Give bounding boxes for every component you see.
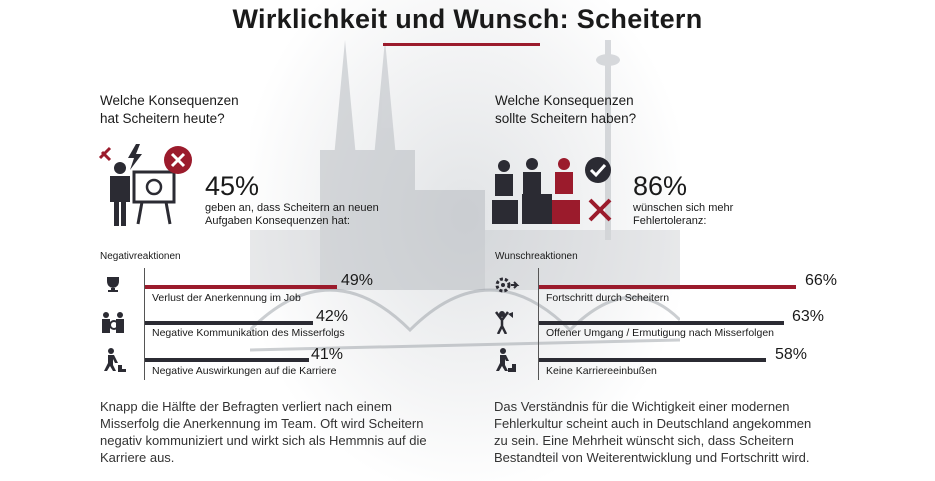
left-label-3: Negative Auswirkungen auf die Karriere <box>152 365 337 377</box>
right-label-1: Fortschritt durch Scheitern <box>546 292 670 304</box>
left-subtext-line2: Aufgaben Konsequenzen hat: <box>205 215 350 227</box>
right-question-line2: sollte Scheitern haben? <box>495 111 637 126</box>
megaphone-person-icon <box>494 310 516 339</box>
left-percent-2: 42% <box>316 308 349 325</box>
left-question-line1: Welche Konsequenzen <box>100 93 239 108</box>
trophy-icon <box>104 275 122 298</box>
right-section-label: Wunschreaktionen <box>495 251 578 262</box>
page-title: Wirklichkeit und Wunsch: Scheitern <box>232 4 703 34</box>
left-subtext: geben an, dass Scheitern an neuen Aufgab… <box>205 202 379 228</box>
left-label-2: Negative Kommunikation des Misserfolgs <box>152 327 345 339</box>
right-percent-1: 66% <box>805 272 838 289</box>
meeting-success-icon <box>492 150 622 235</box>
right-bar-2 <box>539 321 784 325</box>
cathedral-illustration <box>250 40 680 352</box>
right-bar-3 <box>539 358 766 362</box>
left-percent-1: 49% <box>341 272 374 289</box>
right-label-3: Keine Karriereeinbußen <box>546 365 657 377</box>
left-bar-2 <box>145 321 313 325</box>
left-subtext-line1: geben an, dass Scheitern an neuen <box>205 202 379 214</box>
right-axis-line <box>538 268 539 380</box>
left-section-label: Negativreaktionen <box>100 251 181 262</box>
right-percent-3: 58% <box>775 346 808 363</box>
presenter-failure-icon <box>98 140 198 235</box>
right-paragraph: Das Verständnis für die Wichtigkeit eine… <box>494 399 812 465</box>
right-subtext: wünschen sich mehr Fehlertoleranz: <box>633 202 733 228</box>
left-paragraph: Knapp die Hälfte der Befragten verliert … <box>100 399 427 465</box>
left-percent-3: 41% <box>311 346 344 363</box>
left-bar-3 <box>145 358 309 362</box>
right-question: Welche Konsequenzen sollte Scheitern hab… <box>495 92 636 128</box>
left-question-line2: hat Scheitern heute? <box>100 111 225 126</box>
right-subtext-line1: wünschen sich mehr <box>633 202 734 214</box>
gear-arrow-icon <box>494 275 520 300</box>
left-question: Welche Konsequenzen hat Scheitern heute? <box>100 92 239 128</box>
stairs-down-icon <box>102 347 128 378</box>
left-axis-line <box>144 268 145 380</box>
right-label-2: Offener Umgang / Ermutigung nach Misserf… <box>546 327 775 339</box>
background-cityscape <box>250 0 680 481</box>
right-question-line1: Welche Konsequenzen <box>495 93 634 108</box>
right-percent-2: 63% <box>792 308 825 325</box>
stairs-up-icon <box>494 347 520 378</box>
right-bar-1 <box>539 285 796 289</box>
title-underline <box>383 43 540 46</box>
left-big-percent: 45% <box>205 171 260 201</box>
left-bar-1 <box>145 285 337 289</box>
left-label-1: Verlust der Anerkennung im Job <box>152 292 301 304</box>
people-icon <box>100 311 128 338</box>
right-subtext-line2: Fehlertoleranz: <box>633 215 707 227</box>
right-big-percent: 86% <box>633 171 688 201</box>
